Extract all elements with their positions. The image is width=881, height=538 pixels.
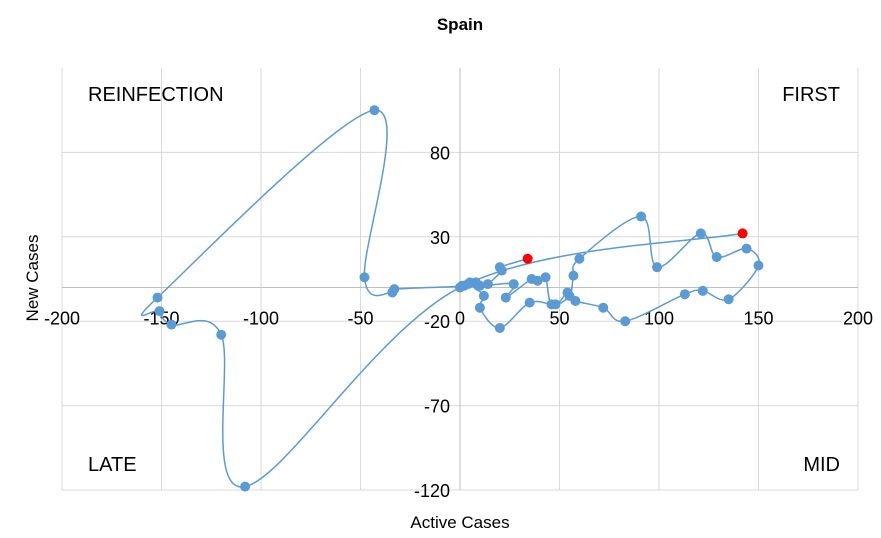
- data-point: [494, 322, 505, 333]
- x-tick-label: 100: [644, 308, 674, 328]
- quadrant-label-reinfection: REINFECTION: [88, 84, 224, 106]
- data-point: [508, 279, 519, 290]
- y-tick-label: -70: [424, 397, 450, 417]
- data-point: [387, 287, 398, 298]
- data-point: [695, 228, 706, 239]
- data-point: [620, 316, 631, 327]
- data-point: [723, 294, 734, 305]
- data-points: [152, 105, 764, 492]
- data-point: [154, 306, 165, 317]
- data-point: [455, 282, 465, 293]
- x-tick-label: 50: [549, 308, 569, 328]
- data-point: [546, 299, 557, 310]
- x-tick-label: -50: [347, 308, 373, 328]
- highlight-point: [522, 253, 533, 264]
- data-point: [474, 302, 485, 313]
- data-point: [753, 260, 764, 271]
- data-point: [240, 481, 251, 492]
- data-point: [697, 285, 708, 296]
- data-point: [574, 253, 585, 264]
- quadrant-label-late: LATE: [88, 454, 137, 476]
- data-point: [478, 290, 489, 301]
- data-point: [711, 252, 722, 263]
- axes: [62, 68, 858, 490]
- data-point: [741, 243, 752, 254]
- data-point: [482, 279, 493, 290]
- data-point: [462, 279, 473, 290]
- trajectory-line: [140, 109, 760, 488]
- series-line: [140, 109, 760, 488]
- highlight-point: [737, 228, 748, 239]
- y-axis-label: New Cases: [23, 235, 42, 322]
- y-tick-label: -20: [424, 312, 450, 332]
- data-point: [598, 302, 609, 313]
- data-point: [359, 272, 370, 283]
- data-point: [540, 272, 551, 283]
- y-tick-label: 80: [430, 143, 450, 163]
- data-point: [679, 289, 690, 300]
- x-tick-label: 200: [843, 308, 873, 328]
- data-point: [496, 265, 507, 276]
- data-point: [216, 329, 227, 340]
- data-point: [166, 319, 177, 330]
- tick-labels: -200 -150 -100 -50 0 50 100 150 2008030-20-70-12…: [44, 143, 873, 501]
- x-tick-label: -200: [44, 308, 80, 328]
- x-tick-label: 150: [743, 308, 773, 328]
- x-tick-label: 0: [455, 308, 465, 328]
- data-point: [369, 105, 380, 116]
- quadrant-label-mid: MID: [803, 454, 840, 476]
- data-point: [524, 297, 535, 308]
- data-point: [652, 262, 663, 273]
- chart-title: Spain: [437, 15, 483, 34]
- data-point: [472, 280, 483, 291]
- data-point: [636, 211, 647, 222]
- y-tick-label: 30: [430, 228, 450, 248]
- data-point: [568, 270, 579, 281]
- x-axis-label: Active Cases: [410, 513, 509, 532]
- y-tick-label: -120: [414, 481, 450, 501]
- data-point: [526, 274, 537, 284]
- data-point: [500, 292, 511, 303]
- x-tick-label: -100: [243, 308, 279, 328]
- data-point: [152, 292, 163, 303]
- quadrant-label-first: FIRST: [782, 84, 840, 106]
- data-point: [564, 290, 575, 301]
